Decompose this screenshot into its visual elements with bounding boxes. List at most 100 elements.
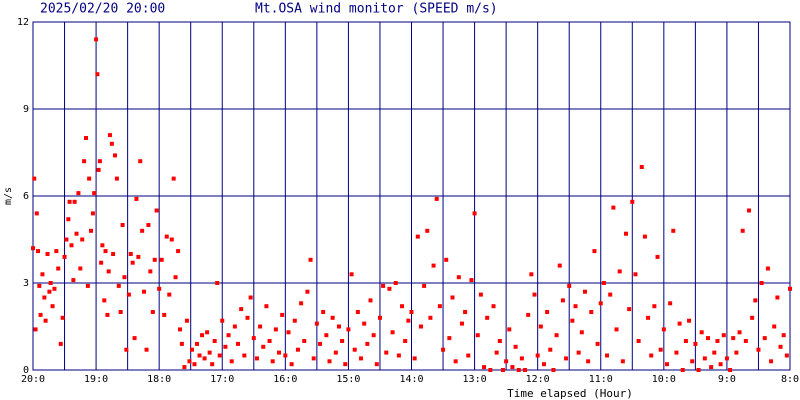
point (526, 312, 531, 317)
point (107, 133, 112, 138)
point (302, 339, 307, 343)
point (34, 211, 39, 216)
point (494, 350, 499, 355)
point (45, 252, 50, 256)
point (330, 315, 335, 320)
point (646, 315, 651, 320)
point (113, 153, 118, 158)
point (106, 269, 111, 274)
point (43, 318, 48, 323)
point (103, 249, 108, 254)
point (111, 252, 116, 256)
point (630, 199, 635, 204)
point (267, 339, 272, 343)
point (152, 257, 157, 262)
point (740, 228, 745, 233)
x-tick-label: 17:0 (210, 374, 234, 385)
point (617, 269, 622, 274)
point (220, 318, 225, 323)
point (728, 368, 733, 372)
point (212, 339, 217, 343)
y-axis-label: m/s (3, 187, 14, 205)
point (292, 318, 297, 323)
point (507, 327, 512, 332)
point (690, 359, 695, 364)
point (333, 350, 338, 355)
point (159, 257, 164, 262)
point (485, 315, 490, 320)
point (390, 330, 395, 335)
point (189, 347, 194, 352)
point (497, 339, 502, 343)
point (184, 318, 189, 323)
x-tick-label: 10:0 (652, 374, 676, 385)
point (245, 315, 250, 320)
point (753, 298, 758, 303)
point (510, 365, 515, 370)
point (532, 292, 537, 297)
point (164, 234, 169, 239)
point (324, 333, 329, 338)
point (134, 196, 139, 201)
point (463, 310, 468, 314)
point (560, 298, 565, 303)
point (709, 365, 714, 370)
point (67, 199, 72, 204)
point (150, 310, 155, 314)
point (406, 318, 411, 323)
point (167, 292, 172, 297)
point (132, 336, 137, 341)
point (456, 275, 461, 280)
point (321, 310, 326, 314)
point (608, 292, 613, 297)
point (207, 350, 212, 355)
point (652, 304, 657, 309)
point (469, 278, 474, 283)
point (58, 341, 63, 346)
point (513, 344, 518, 349)
point (286, 330, 291, 335)
point (784, 353, 789, 358)
point (32, 176, 37, 181)
point (37, 283, 42, 288)
y-tick-label: 0 (23, 365, 29, 376)
point (371, 333, 376, 338)
y-tick-label: 6 (23, 191, 29, 202)
point (254, 356, 259, 361)
plot-border (32, 21, 791, 371)
point (712, 350, 717, 355)
point (611, 205, 616, 210)
point (171, 176, 176, 181)
point (355, 310, 360, 314)
point (138, 159, 143, 164)
point (362, 321, 367, 326)
point (146, 223, 151, 227)
point (478, 292, 483, 297)
point (124, 347, 129, 352)
point (217, 353, 222, 358)
point (671, 228, 676, 233)
point (775, 295, 780, 300)
point (551, 368, 556, 372)
point (311, 356, 316, 361)
point (705, 336, 710, 341)
point (466, 353, 471, 358)
point (570, 318, 575, 323)
point (516, 368, 521, 372)
point (564, 356, 569, 361)
point (601, 281, 606, 285)
point (264, 304, 269, 309)
point (623, 231, 628, 236)
point (595, 341, 600, 346)
point (261, 344, 266, 349)
point (762, 336, 767, 341)
x-axis-label: Time elapsed (Hour) (507, 387, 633, 400)
point (251, 336, 256, 341)
point (229, 359, 234, 364)
point (47, 289, 52, 294)
point (130, 260, 135, 265)
point (336, 324, 341, 329)
point (541, 362, 546, 367)
point (52, 286, 57, 291)
